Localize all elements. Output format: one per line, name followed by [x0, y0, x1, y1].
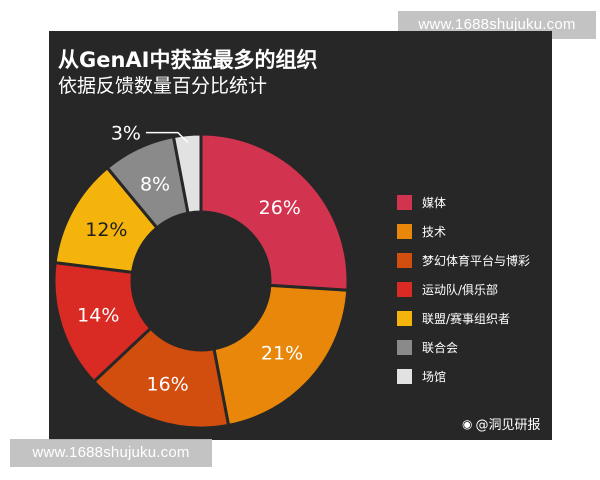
legend-item-1: 技术	[397, 223, 446, 239]
legend-swatch-1	[397, 223, 412, 239]
legend-label-4: 联盟/赛事组织者	[422, 311, 511, 326]
leader-line-6	[145, 131, 189, 144]
legend-item-2: 梦幻体育平台与博彩	[397, 252, 530, 268]
slice-label-3: 14%	[77, 304, 119, 326]
legend-item-5: 联合会	[397, 339, 458, 355]
watermark-bottom: www.1688shujuku.com	[10, 439, 212, 467]
legend-item-3: 运动队/俱乐部	[397, 281, 498, 297]
legend-label-1: 技术	[422, 224, 447, 239]
slice-label-2: 16%	[147, 374, 189, 396]
legend-label-5: 联合会	[422, 340, 459, 355]
legend-item-4: 联盟/赛事组织者	[397, 310, 510, 326]
legend-swatch-2	[397, 252, 412, 268]
slice-label-1: 21%	[261, 342, 303, 364]
legend-swatch-6	[397, 368, 412, 384]
legend-label-6: 场馆	[422, 369, 447, 384]
chart-title: 从GenAI中获益最多的组织	[58, 48, 318, 72]
legend-swatch-5	[397, 339, 412, 355]
legend-swatch-0	[397, 194, 412, 210]
donut-slice-1	[212, 283, 350, 428]
donut-slice-0	[199, 132, 350, 292]
legend-label-0: 媒体	[422, 195, 447, 210]
weibo-icon: ◉	[462, 416, 473, 431]
source-credit: ◉ @洞见研报	[462, 414, 541, 434]
legend-item-6: 场馆	[397, 368, 446, 384]
legend-label-2: 梦幻体育平台与博彩	[422, 253, 531, 268]
legend-item-0: 媒体	[397, 194, 446, 210]
donut-slice-6	[171, 132, 203, 215]
slice-label-4: 12%	[85, 219, 127, 241]
legend-swatch-4	[397, 310, 412, 326]
chart-subtitle: 依据反馈数量百分比统计	[58, 75, 268, 97]
legend-swatch-3	[397, 281, 412, 297]
credit-text: @洞见研报	[475, 418, 541, 433]
legend-label-3: 运动队/俱乐部	[422, 282, 499, 297]
slice-label-5: 8%	[140, 173, 170, 195]
slice-label-6: 3%	[111, 123, 141, 145]
slice-label-0: 26%	[259, 197, 301, 219]
